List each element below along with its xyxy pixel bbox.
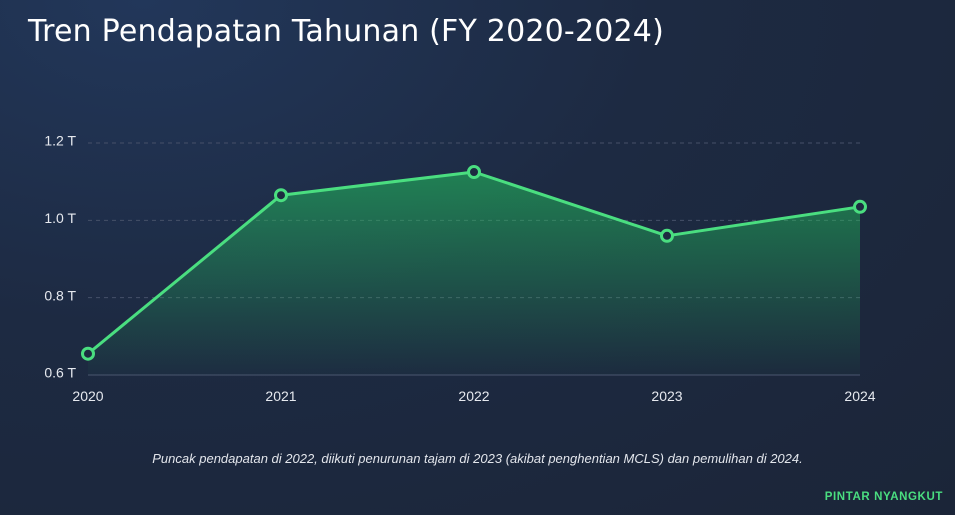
- revenue-area-chart: 0.6 T 0.8 T 1.0 T 1.2 T 2020 2021 2022 2023 2024: [44, 133, 875, 404]
- x-tick-label: 2022: [458, 388, 489, 404]
- y-tick-label: 1.2 T: [44, 133, 76, 149]
- y-tick-label: 1.0 T: [44, 210, 76, 226]
- label-layer: 0.6 T 0.8 T 1.0 T 1.2 T 2020 2021 2022 2023 2024: [44, 133, 875, 404]
- area-layer: [88, 172, 860, 375]
- chart-caption: Puncak pendapatan di 2022, diikuti penur…: [152, 451, 803, 466]
- x-tick-label: 2021: [265, 388, 296, 404]
- x-tick-label: 2024: [844, 388, 875, 404]
- data-point[interactable]: [274, 188, 288, 203]
- x-tick-label: 2020: [72, 388, 103, 404]
- data-point[interactable]: [467, 165, 481, 179]
- x-tick-label: 2023: [651, 388, 682, 404]
- data-point[interactable]: [853, 199, 867, 214]
- chart-title: Tren Pendapatan Tahunan (FY 2020-2024): [28, 14, 665, 49]
- y-tick-label: 0.8 T: [44, 287, 76, 303]
- point-layer: [81, 165, 867, 361]
- data-point[interactable]: [660, 228, 674, 243]
- data-point[interactable]: [81, 346, 95, 361]
- series-area-fill: [88, 172, 860, 375]
- brand-watermark: PINTAR NYANGKUT: [824, 491, 943, 503]
- y-tick-label: 0.6 T: [44, 365, 76, 381]
